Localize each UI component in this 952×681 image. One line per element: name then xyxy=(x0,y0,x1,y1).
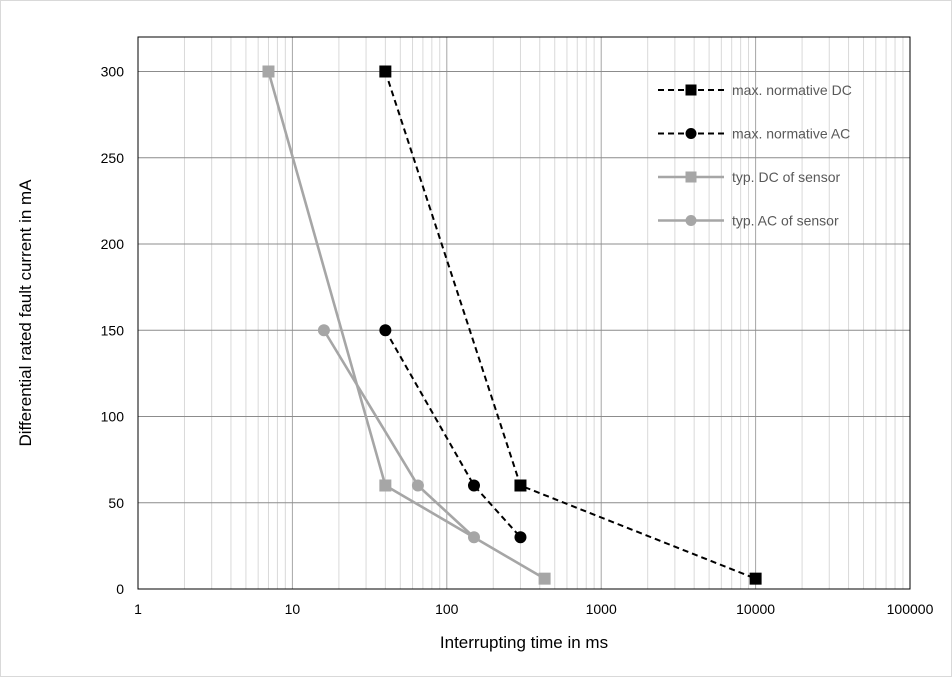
plot-border xyxy=(137,36,911,590)
data-point xyxy=(379,65,392,78)
x-tick-labels: 1 10 100 1000 10000 100000 xyxy=(134,601,933,617)
legend: max. normative DC max. normative AC typ. D… xyxy=(658,82,852,229)
y-tick-label: 200 xyxy=(101,236,125,252)
series-4 xyxy=(317,324,480,544)
data-point xyxy=(411,479,424,492)
series-2 xyxy=(379,324,527,544)
legend-marker xyxy=(685,128,697,139)
legend-item-4: typ. AC of sensor xyxy=(658,213,839,229)
data-point xyxy=(467,479,480,492)
x-tick-label: 1000 xyxy=(586,601,617,617)
legend-marker xyxy=(685,171,697,183)
y-tick-labels: 0 50 100 150 200 250 300 xyxy=(101,64,125,598)
y-tick-label: 300 xyxy=(101,64,125,80)
data-point xyxy=(749,572,762,585)
legend-marker xyxy=(685,215,697,226)
x-tick-label: 10000 xyxy=(736,601,775,617)
legend-item-3: typ. DC of sensor xyxy=(658,169,840,185)
legend-label: max. normative DC xyxy=(732,82,852,98)
x-axis-title: Interrupting time in ms xyxy=(440,633,608,652)
legend-label: typ. DC of sensor xyxy=(732,169,840,185)
y-tick-label: 50 xyxy=(108,495,124,511)
data-point xyxy=(379,324,392,337)
data-point xyxy=(379,479,392,492)
plot-area xyxy=(138,37,910,589)
data-point xyxy=(467,531,480,544)
x-tick-label: 100000 xyxy=(887,601,934,617)
x-tick-label: 1 xyxy=(134,601,142,617)
data-point xyxy=(514,531,527,544)
legend-label: typ. AC of sensor xyxy=(732,213,839,229)
series-layer xyxy=(262,65,762,585)
y-tick-label: 150 xyxy=(101,322,125,338)
data-point xyxy=(514,479,527,492)
data-point xyxy=(538,572,551,585)
legend-item-2: max. normative AC xyxy=(658,126,850,142)
y-tick-label: 100 xyxy=(101,409,125,425)
series-1 xyxy=(379,65,762,585)
legend-item-1: max. normative DC xyxy=(658,82,852,98)
y-tick-label: 250 xyxy=(101,150,125,166)
x-tick-label: 10 xyxy=(285,601,301,617)
data-point xyxy=(262,65,275,78)
legend-marker xyxy=(685,84,697,96)
x-tick-label: 100 xyxy=(435,601,459,617)
data-point xyxy=(317,324,330,337)
series-3 xyxy=(262,65,551,585)
grid-minor xyxy=(183,37,904,589)
y-axis-title: Differential rated fault current in mA xyxy=(16,179,35,447)
series-line xyxy=(384,329,522,538)
y-tick-label: 0 xyxy=(116,581,124,597)
legend-label: max. normative AC xyxy=(732,126,850,142)
